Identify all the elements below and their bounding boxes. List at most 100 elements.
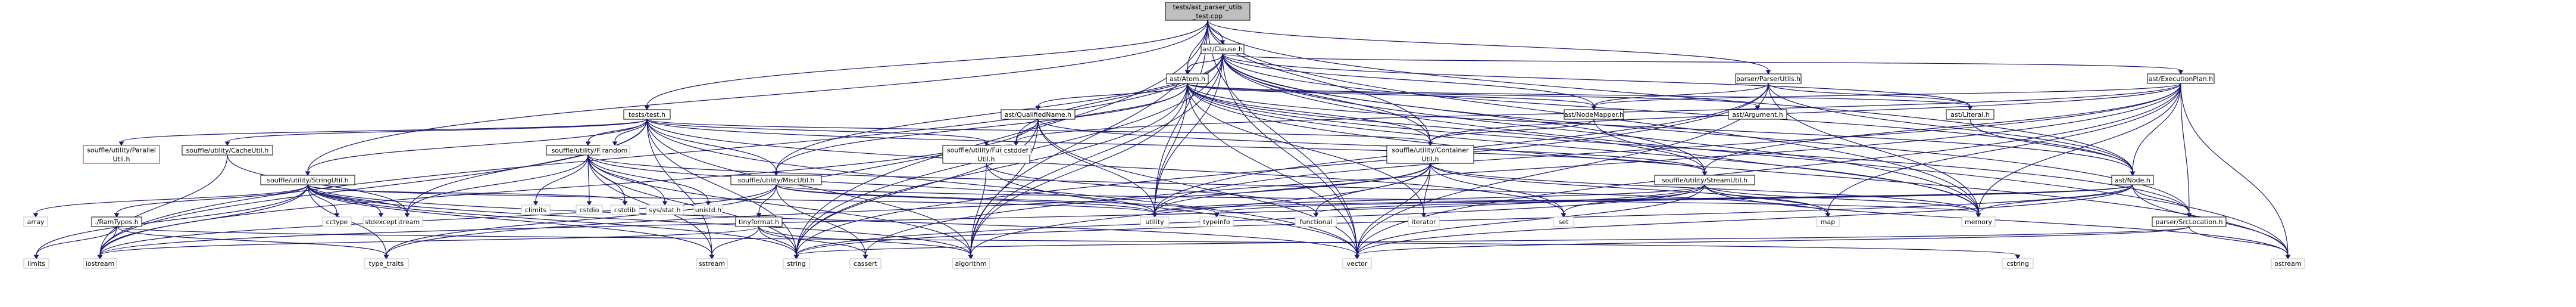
node-label: set [1559,218,1569,226]
node-cctype: cctype [323,217,351,227]
edge-clause-to-ostream [1223,54,2290,259]
node-random: random [600,145,630,155]
node-ram-types[interactable]: ./RamTypes.h [92,217,142,227]
node-label: typeinfo [1203,218,1230,226]
node-label: Util.h [978,156,995,163]
node-type-traits: type_traits [364,259,408,268]
node-parallel-util[interactable]: souffle/utility/Parallel Util.h [83,145,160,163]
node-stream-util[interactable]: souffle/utility/StreamUtil.h [1655,175,1755,185]
node-clause[interactable]: ast/Clause.h [1201,44,1244,54]
node-label: cctype [326,218,348,226]
node-label: functional [1300,218,1333,226]
node-label: ast/Literal.h [1950,111,1990,119]
node-label: ast/QualifiedName.h [1005,111,1072,119]
edge-tinyformat-to-string [759,227,799,259]
node-label: array [27,218,45,226]
edge-qualified_name-to-stream_util [1038,119,1707,175]
node-cstdlib: cstdlib [611,205,639,215]
node-label: tests/ast_parser_utils [1173,4,1243,11]
edge-execution_plan-to-container_util [1428,83,2181,145]
node-functional: functional [1295,217,1337,227]
node-ast-node[interactable]: ast/Node.h [2112,175,2153,185]
node-label: stdexcept [365,218,398,226]
node-label: Util.h [113,156,130,163]
node-tinyformat[interactable]: tinyformat.h [736,217,782,227]
node-misc-util[interactable]: souffle/utility/MiscUtil.h [731,175,821,185]
edge-src_location-to-vector [1355,227,2190,259]
node-cache-util[interactable]: souffle/utility/CacheUtil.h [182,145,273,155]
edge-atom-to-qualified_name [1036,83,1188,110]
node-label: algorithm [955,260,986,268]
node-cstddef: cstddef [1001,145,1031,155]
node-label: souffle/utility/CacheUtil.h [186,147,269,154]
edge-root-to-parser_utils [1208,20,1771,74]
node-tests-test[interactable]: tests/test.h [624,110,670,119]
node-src-location[interactable]: parser/SrcLocation.h [2152,217,2226,227]
node-map: map [1817,217,1839,227]
node-label: ast/Argument.h [1732,111,1783,119]
node-climits: climits [521,205,550,215]
edge-execution_plan-to-ostream [2181,83,2290,259]
edge-execution_plan-to-src_location [2181,83,2192,217]
node-literal[interactable]: ast/Literal.h [1946,110,1994,119]
node-cstdio: cstdio [576,205,602,215]
node-label: ostream [2274,260,2301,268]
edge-src_location-to-string [795,227,2190,259]
node-label: parser/SrcLocation.h [2155,218,2222,226]
edge-clause-to-atom [1186,54,1223,74]
node-typeinfo: typeinfo [1200,217,1233,227]
node-label: limits [27,260,45,268]
node-atom[interactable]: ast/Atom.h [1167,74,1208,83]
node-label: Util.h [1422,156,1439,163]
node-algorithm: algorithm [952,259,989,268]
edge-qualified_name-to-vector [1038,119,1359,259]
node-label: cstdlib [614,206,636,214]
node-sys-stat: sys/stat.h [646,205,683,215]
node-execution-plan[interactable]: ast/ExecutionPlan.h [2147,74,2214,83]
node-parser-utils[interactable]: parser/ParserUtils.h [1736,74,1801,83]
edge-root-to-container_util [1208,20,1433,145]
node-label: ast/Atom.h [1170,75,1205,83]
node-cstring: cstring [2002,259,2033,268]
node-sstream: sstream [696,259,727,268]
node-label: souffle/utility/StringUtil.h [267,176,348,184]
node-label: tinyformat.h [739,218,779,226]
node-string: string [783,259,809,268]
edge-atom-to-ast_node [1187,83,2135,175]
node-label: cassert [854,260,878,268]
edge-tinyformat-to-cassert [759,227,868,259]
node-iterator: iterator [1408,217,1439,227]
node-label: souffle/utility/Parallel [87,147,156,154]
edge-literal-to-ast_node [1970,119,2135,175]
node-string-util[interactable]: souffle/utility/StringUtil.h [261,175,355,185]
node-label: cstdio [580,206,599,214]
node-label: map [1821,218,1835,226]
node-label: ast/NodeMapper.h [1564,111,1624,119]
node-label: memory [1965,218,1992,226]
node-label: sstream [699,260,725,268]
edge-root-to-tests_test [645,20,1208,110]
edge-ast_node-to-string [795,185,2133,259]
node-qualified-name[interactable]: ast/QualifiedName.h [1001,110,1075,119]
edge-file_util-to-algorithm [588,155,973,259]
edge-file_util-to-climits [534,155,589,205]
node-label: utility [1145,218,1164,226]
edge-clause-to-vector [1223,54,1359,259]
node-label: souffle/utility/Container [1392,147,1469,154]
node-label: ./RamTypes.h [95,218,139,226]
node-memory: memory [1962,217,1995,227]
edge-stream_util-to-map [1705,185,1830,217]
node-label: ast/ExecutionPlan.h [2149,75,2213,83]
node-node-mapper[interactable]: ast/NodeMapper.h [1564,110,1624,119]
node-container-util[interactable]: souffle/utility/Container Util.h [1387,145,1474,163]
node-argument[interactable]: ast/Argument.h [1728,110,1787,119]
node-utility: utility [1140,217,1169,227]
node-vector: vector [1343,259,1371,268]
node-cassert: cassert [850,259,881,268]
node-root[interactable]: tests/ast_parser_utils _test.cpp [1165,2,1250,20]
edge-misc_util-to-memory [776,185,1981,217]
edge-ast_node-to-src_location [2133,185,2192,217]
node-array: array [24,217,48,227]
node-label: parser/ParserUtils.h [1736,75,1800,83]
